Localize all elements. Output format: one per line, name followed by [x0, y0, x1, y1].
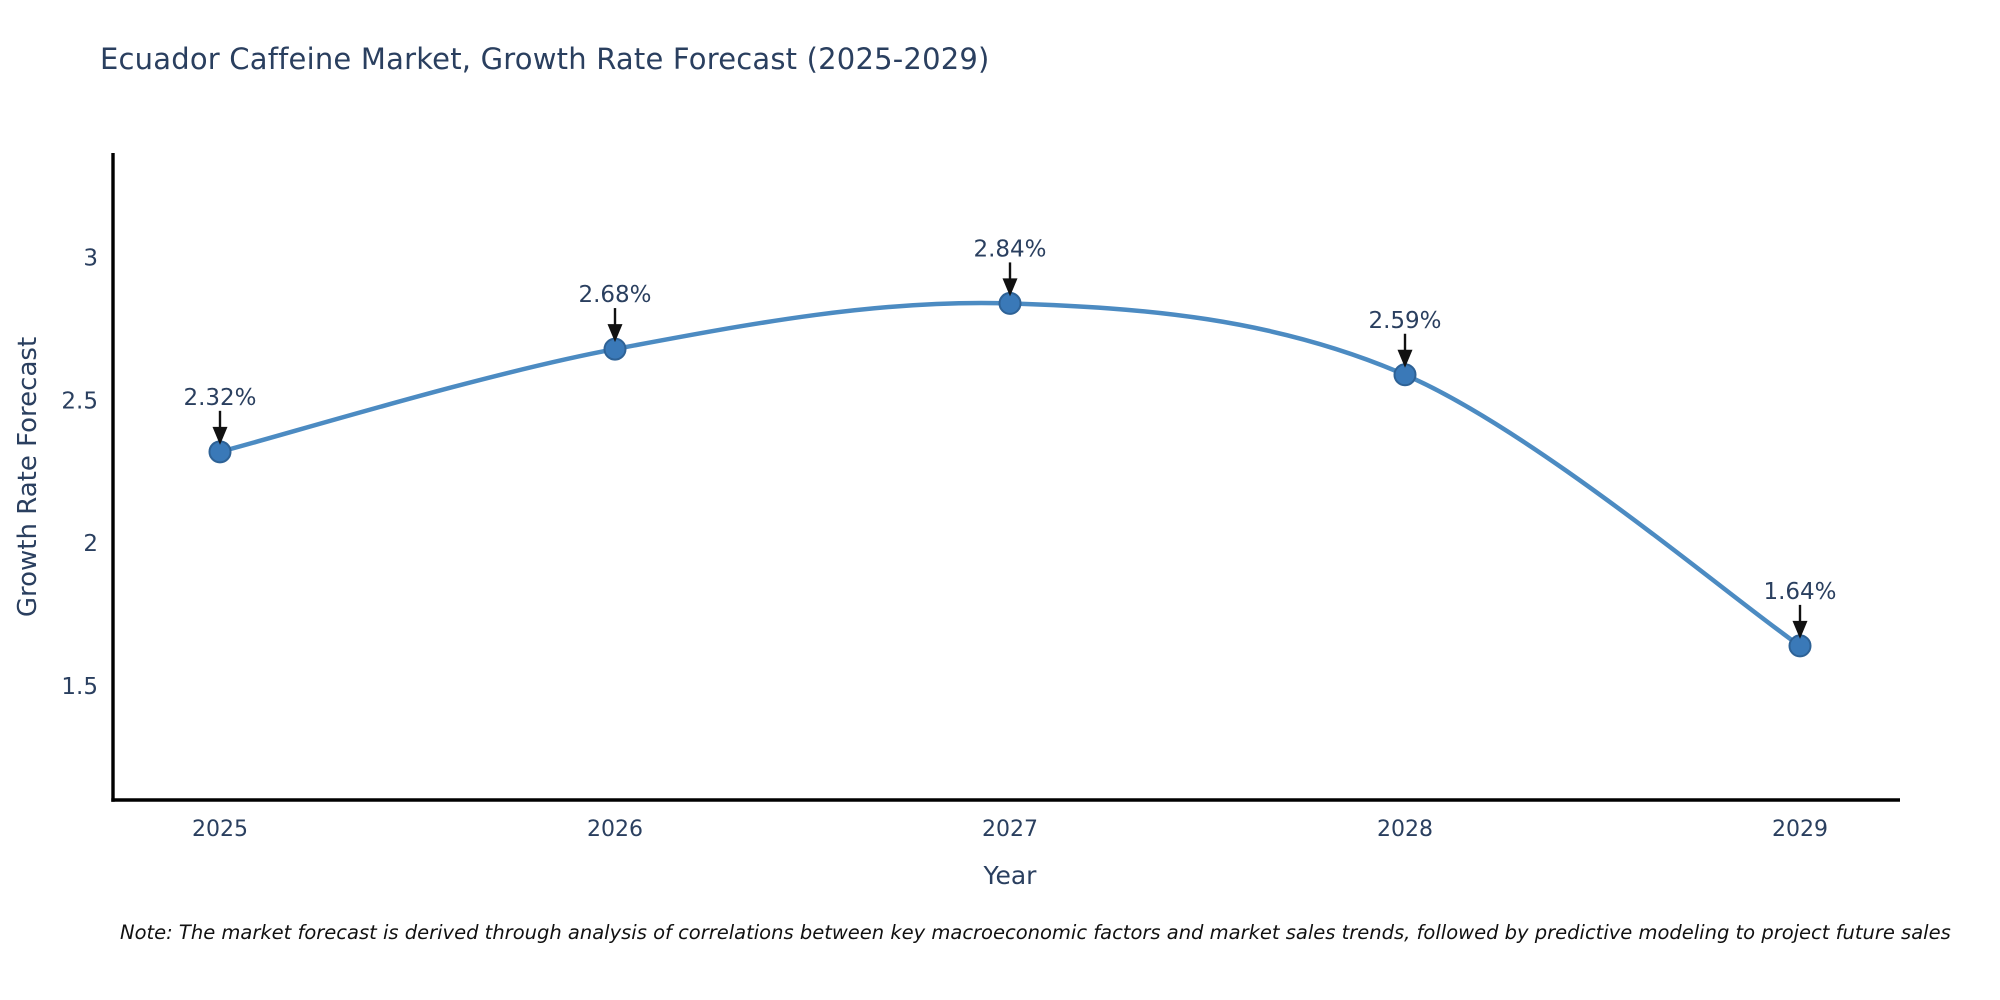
annotation-arrowhead	[1792, 620, 1808, 639]
point-value-label: 1.64%	[1763, 579, 1836, 605]
x-axis-tick-labels: 2025 2026 2027 2028 2029	[192, 817, 1828, 842]
point-value-label: 2.32%	[183, 385, 256, 411]
series-spline-group	[208, 291, 1812, 658]
y-tick-label: 1.5	[61, 674, 98, 700]
annotation-arrowhead	[607, 324, 623, 343]
x-tick-label: 2027	[982, 817, 1038, 842]
point-annotations-group: 2.32% 2.68% 2.84% 2.59% 1.64%	[183, 236, 1837, 639]
x-tick-label: 2025	[192, 817, 248, 842]
x-tick-label: 2029	[1772, 817, 1828, 842]
x-axis-title: Year	[983, 861, 1038, 890]
forecast-line	[217, 300, 1803, 649]
chart-title: Ecuador Caffeine Market, Growth Rate For…	[100, 42, 990, 76]
annotation-arrowhead	[1397, 349, 1413, 368]
point-value-label: 2.84%	[973, 236, 1046, 262]
point-value-label: 2.59%	[1368, 308, 1441, 334]
y-axis-tick-labels: 1.5 2 2.5 3	[61, 246, 98, 700]
x-tick-label: 2026	[587, 817, 643, 842]
annotation-arrowhead	[1002, 278, 1018, 297]
footnote: Note: The market forecast is derived thr…	[120, 921, 1951, 944]
y-tick-label: 2.5	[61, 388, 98, 414]
y-tick-label: 3	[83, 246, 98, 272]
y-tick-label: 2	[83, 531, 98, 557]
y-axis-title: Growth Rate Forecast	[13, 337, 43, 617]
point-value-label: 2.68%	[578, 282, 651, 308]
annotation-arrowhead	[212, 426, 228, 445]
x-tick-label: 2028	[1377, 817, 1433, 842]
